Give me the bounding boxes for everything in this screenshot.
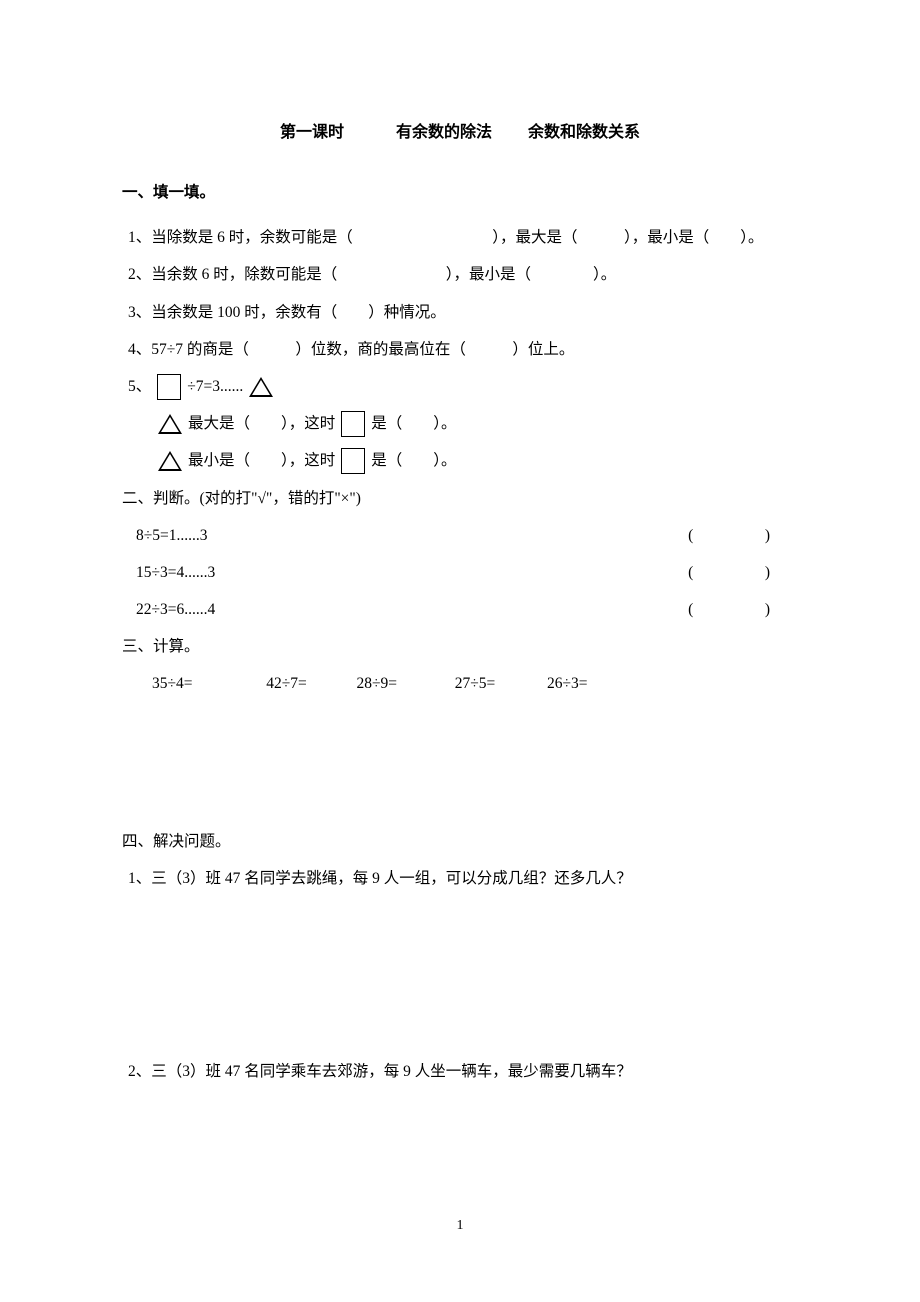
calc-row: 35÷4= 42÷7= 28÷9= 27÷5= 26÷3= [122, 665, 798, 702]
title-topic-2: 余数和除数关系 [528, 118, 640, 142]
section-2-header: 二、判断。(对的打"√"，错的打"×") [122, 480, 798, 517]
question-1-3: 3、当余数是 100 时，余数有（ ）种情况。 [122, 294, 798, 331]
judge-paren: ( ) [688, 517, 798, 554]
question-1-1: 1、当除数是 6 时，余数可能是（ ），最大是（ ），最小是（ ）。 [122, 219, 798, 256]
title-topic-1: 有余数的除法 [396, 118, 492, 142]
judge-item-1: 8÷5=1......3 ( ) [122, 517, 798, 554]
q5-text-2b: 是（ ）。 [371, 405, 456, 442]
q5-prefix: 5、 [128, 368, 151, 405]
question-1-5-line-3: 最小是（ ），这时 是（ ）。 [122, 442, 798, 479]
square-icon [341, 411, 365, 437]
judge-expr: 22÷3=6......4 [136, 591, 215, 628]
q5-text-2a: 最大是（ ），这时 [188, 405, 335, 442]
calc-item: 26÷3= [547, 665, 588, 702]
q5-text-3a: 最小是（ ），这时 [188, 442, 335, 479]
calc-item: 35÷4= [152, 665, 193, 702]
judge-item-3: 22÷3=6......4 ( ) [122, 591, 798, 628]
judge-expr: 15÷3=4......3 [136, 554, 215, 591]
triangle-icon [249, 377, 273, 397]
q5-text-3b: 是（ ）。 [371, 442, 456, 479]
judge-expr: 8÷5=1......3 [136, 517, 208, 554]
calc-item: 42÷7= [266, 665, 307, 702]
judge-paren: ( ) [688, 554, 798, 591]
q5-expr: ÷7=3...... [187, 368, 243, 405]
section-4-header: 四、解决问题。 [122, 823, 798, 860]
judge-paren: ( ) [688, 591, 798, 628]
page-number: 1 [0, 1218, 920, 1234]
triangle-icon [158, 451, 182, 471]
question-4-1: 1、三（3）班 47 名同学去跳绳，每 9 人一组，可以分成几组？还多几人？ [122, 860, 798, 897]
title-lesson: 第一课时 [280, 118, 344, 142]
square-icon [341, 448, 365, 474]
section-3-header: 三、计算。 [122, 628, 798, 665]
section-1-header: 一、填一填。 [122, 174, 798, 211]
question-4-2: 2、三（3）班 47 名同学乘车去郊游，每 9 人坐一辆车，最少需要几辆车？ [122, 1053, 798, 1090]
triangle-icon [158, 414, 182, 434]
page-title: 第一课时 有余数的除法 余数和除数关系 [122, 118, 798, 142]
calc-item: 28÷9= [357, 665, 398, 702]
question-1-2: 2、当余数 6 时，除数可能是（ ），最小是（ ）。 [122, 256, 798, 293]
question-1-4: 4、57÷7 的商是（ ）位数，商的最高位在（ ）位上。 [122, 331, 798, 368]
calc-item: 27÷5= [455, 665, 496, 702]
question-1-5-line-2: 最大是（ ），这时 是（ ）。 [122, 405, 798, 442]
question-1-5-line-1: 5、 ÷7=3...... [122, 368, 798, 405]
square-icon [157, 374, 181, 400]
judge-item-2: 15÷3=4......3 ( ) [122, 554, 798, 591]
